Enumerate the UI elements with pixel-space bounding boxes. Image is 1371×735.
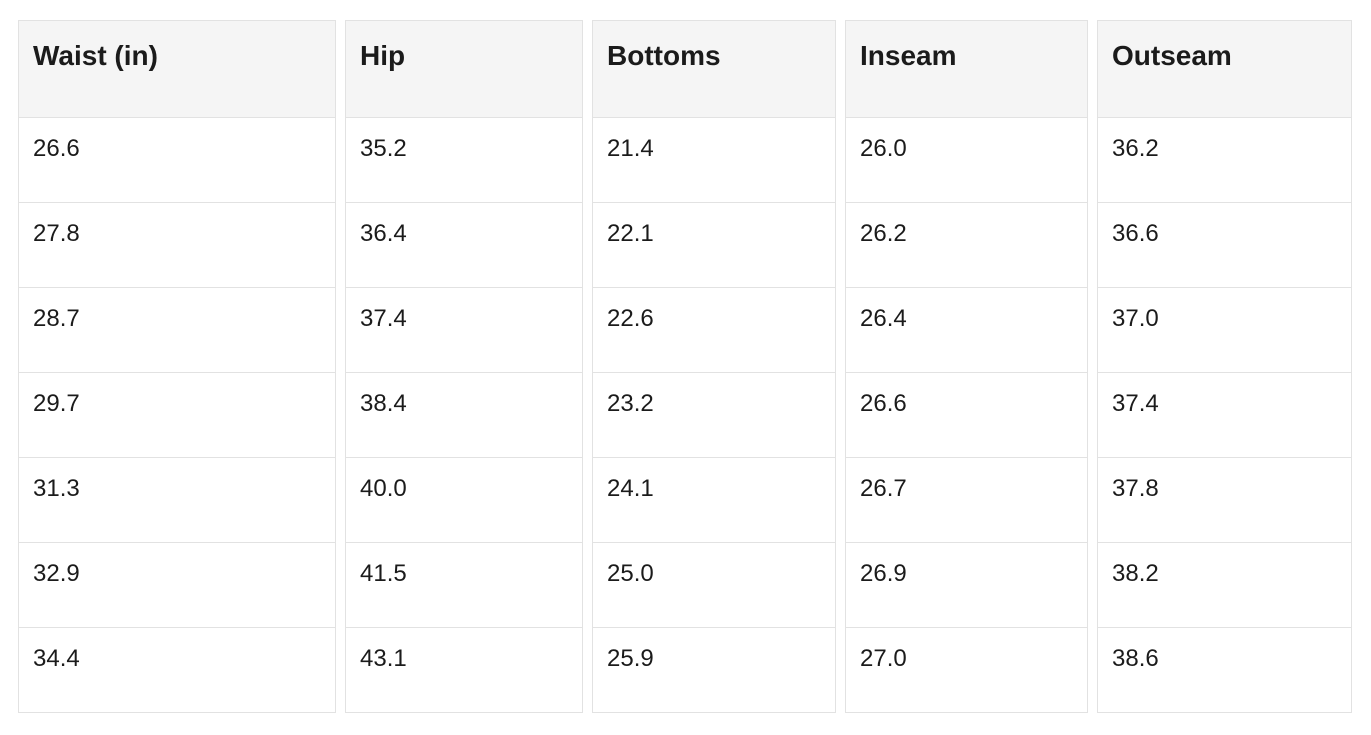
- table-cell-waist-in: 28.7: [18, 288, 336, 373]
- table-cell-outseam: 37.4: [1097, 373, 1352, 458]
- table-cell-hip: 37.4: [345, 288, 583, 373]
- table-row: 29.7 38.4 23.2 26.6 37.4: [18, 373, 1352, 458]
- table-cell-hip: 36.4: [345, 203, 583, 288]
- table-cell-outseam: 38.2: [1097, 543, 1352, 628]
- table-cell-inseam: 26.9: [845, 543, 1088, 628]
- table-cell-inseam: 26.6: [845, 373, 1088, 458]
- column-header-hip: Hip: [345, 20, 583, 118]
- table-row: 26.6 35.2 21.4 26.0 36.2: [18, 118, 1352, 203]
- table-row: 28.7 37.4 22.6 26.4 37.0: [18, 288, 1352, 373]
- table-cell-bottoms: 21.4: [592, 118, 836, 203]
- table-cell-bottoms: 25.0: [592, 543, 836, 628]
- table-cell-bottoms: 25.9: [592, 628, 836, 713]
- table-cell-outseam: 38.6: [1097, 628, 1352, 713]
- column-header-outseam: Outseam: [1097, 20, 1352, 118]
- table-cell-outseam: 36.2: [1097, 118, 1352, 203]
- table-cell-waist-in: 34.4: [18, 628, 336, 713]
- table-cell-hip: 43.1: [345, 628, 583, 713]
- table-cell-waist-in: 31.3: [18, 458, 336, 543]
- column-header-inseam: Inseam: [845, 20, 1088, 118]
- table-cell-outseam: 37.8: [1097, 458, 1352, 543]
- table-row: 34.4 43.1 25.9 27.0 38.6: [18, 628, 1352, 713]
- table-cell-bottoms: 24.1: [592, 458, 836, 543]
- table-cell-outseam: 36.6: [1097, 203, 1352, 288]
- table-cell-inseam: 26.4: [845, 288, 1088, 373]
- size-chart-table: Waist (in) Hip Bottoms Inseam Outseam 26.6 35…: [9, 20, 1361, 713]
- table-cell-inseam: 26.7: [845, 458, 1088, 543]
- table-cell-bottoms: 23.2: [592, 373, 836, 458]
- table-row: 27.8 36.4 22.1 26.2 36.6: [18, 203, 1352, 288]
- header-row: Waist (in) Hip Bottoms Inseam Outseam: [18, 20, 1352, 118]
- column-header-bottoms: Bottoms: [592, 20, 836, 118]
- table-cell-bottoms: 22.1: [592, 203, 836, 288]
- measurements-table: Waist (in) Hip Bottoms Inseam Outseam 26.6 35…: [9, 20, 1361, 713]
- table-cell-hip: 40.0: [345, 458, 583, 543]
- table-cell-inseam: 26.2: [845, 203, 1088, 288]
- table-cell-outseam: 37.0: [1097, 288, 1352, 373]
- table-row: 32.9 41.5 25.0 26.9 38.2: [18, 543, 1352, 628]
- table-cell-hip: 41.5: [345, 543, 583, 628]
- table-cell-waist-in: 26.6: [18, 118, 336, 203]
- table-cell-waist-in: 29.7: [18, 373, 336, 458]
- table-cell-inseam: 27.0: [845, 628, 1088, 713]
- table-cell-waist-in: 27.8: [18, 203, 336, 288]
- table-row: 31.3 40.0 24.1 26.7 37.8: [18, 458, 1352, 543]
- table-cell-inseam: 26.0: [845, 118, 1088, 203]
- column-header-waist-in: Waist (in): [18, 20, 336, 118]
- table-cell-bottoms: 22.6: [592, 288, 836, 373]
- table-cell-hip: 38.4: [345, 373, 583, 458]
- table-cell-waist-in: 32.9: [18, 543, 336, 628]
- table-cell-hip: 35.2: [345, 118, 583, 203]
